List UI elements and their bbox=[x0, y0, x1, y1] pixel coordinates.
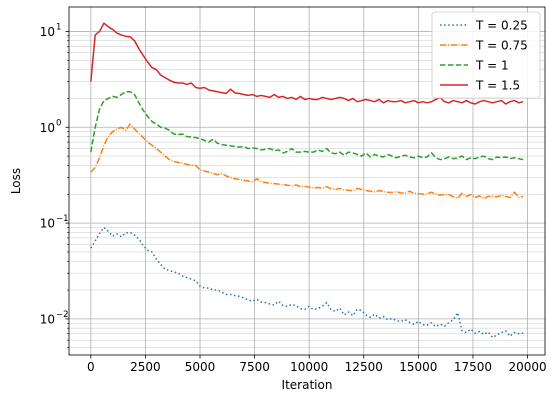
legend: T = 0.25 T = 0.75 T = 1 T = 1.5 bbox=[431, 11, 541, 99]
y-tick-exponent: −2 bbox=[56, 310, 69, 320]
series-line-4 bbox=[90, 22, 524, 105]
y-tick-label: 10 bbox=[40, 217, 55, 231]
series-line-1 bbox=[90, 226, 524, 339]
y-tick-label: 10 bbox=[40, 25, 55, 39]
x-tick-label: 20000 bbox=[508, 360, 546, 374]
series-line-2 bbox=[90, 123, 524, 200]
x-axis-label: Iteration bbox=[282, 378, 333, 392]
plot-frame bbox=[68, 6, 546, 356]
x-tick-label: 10000 bbox=[290, 360, 328, 374]
legend-label: T = 1.5 bbox=[475, 79, 520, 93]
y-tick-exponent: 0 bbox=[56, 118, 61, 128]
legend-label: T = 0.25 bbox=[475, 19, 528, 33]
x-tick-label: 2500 bbox=[130, 360, 161, 374]
series-line-3 bbox=[90, 90, 524, 161]
x-axis: 0 2500 5000 7500 10000 12500 15000 17500 20000 bbox=[87, 355, 547, 374]
legend-box bbox=[431, 11, 541, 99]
y-tick-exponent: 1 bbox=[56, 22, 61, 32]
x-tick-label: 12500 bbox=[345, 360, 383, 374]
y-tick-exponent: −1 bbox=[56, 214, 69, 224]
x-tick-label: 5000 bbox=[185, 360, 216, 374]
x-tick-label: 17500 bbox=[454, 360, 492, 374]
x-tick-label: 15000 bbox=[399, 360, 437, 374]
y-tick-label: 10 bbox=[40, 121, 55, 135]
series-lines bbox=[90, 22, 524, 339]
legend-label: T = 0.75 bbox=[475, 39, 528, 53]
legend-label: T = 1 bbox=[475, 59, 509, 73]
x-tick-label: 7500 bbox=[239, 360, 270, 374]
x-tick-label: 0 bbox=[87, 360, 95, 374]
y-tick-label: 10 bbox=[40, 312, 55, 326]
y-axis-label: Loss bbox=[9, 168, 23, 194]
